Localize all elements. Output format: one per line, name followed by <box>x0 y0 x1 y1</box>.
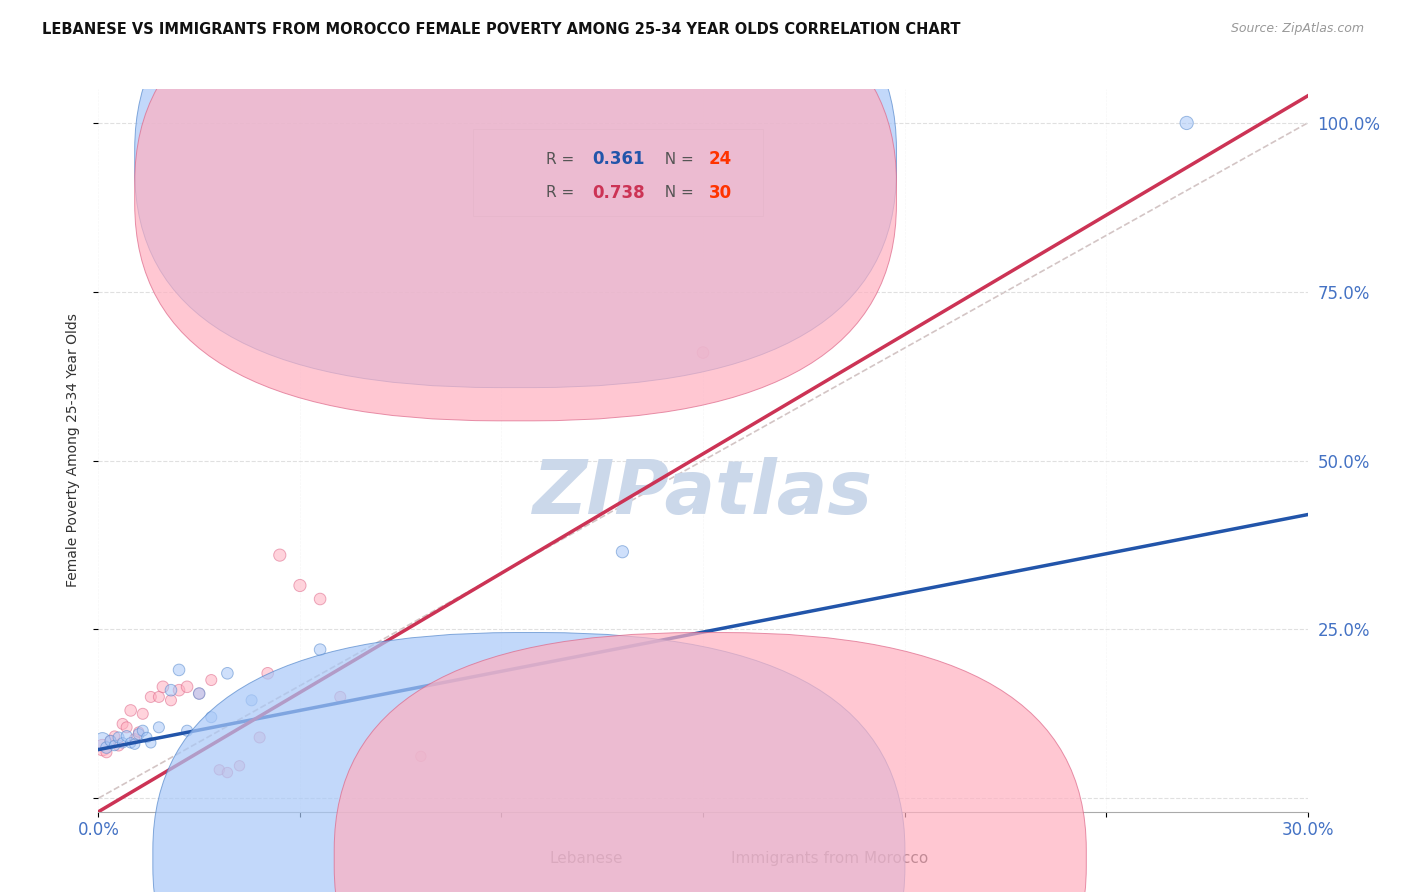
Point <box>188 687 211 701</box>
Text: N =: N = <box>655 152 699 167</box>
Point <box>120 736 142 750</box>
Point <box>160 683 183 698</box>
Point <box>132 723 155 738</box>
Point <box>200 710 222 724</box>
Point <box>176 680 198 694</box>
Point <box>124 731 146 746</box>
Text: N =: N = <box>655 185 699 200</box>
Point <box>217 765 239 780</box>
Text: 24: 24 <box>709 150 733 169</box>
Point <box>228 759 250 773</box>
Point <box>167 683 190 698</box>
Point <box>612 545 634 559</box>
Text: Lebanese: Lebanese <box>550 851 623 866</box>
FancyBboxPatch shape <box>135 0 897 421</box>
Text: R =: R = <box>546 152 579 167</box>
Point <box>132 706 155 721</box>
Point <box>269 548 291 562</box>
Point <box>200 673 222 687</box>
Point <box>115 729 138 743</box>
Point <box>176 723 198 738</box>
Point <box>107 731 129 745</box>
Point <box>139 690 162 704</box>
FancyBboxPatch shape <box>474 129 763 216</box>
Text: R =: R = <box>546 185 579 200</box>
Point <box>288 578 311 592</box>
Point <box>103 739 125 753</box>
Text: 0.361: 0.361 <box>592 150 644 169</box>
Point <box>103 729 125 743</box>
Point <box>240 693 263 707</box>
Point <box>167 663 190 677</box>
Point <box>91 734 114 748</box>
FancyBboxPatch shape <box>135 0 897 388</box>
Point <box>329 690 352 704</box>
Point <box>160 693 183 707</box>
Point <box>111 717 134 731</box>
Point <box>188 687 211 701</box>
Point <box>96 745 118 759</box>
Point <box>148 720 170 734</box>
Point <box>139 736 162 750</box>
Point <box>107 739 129 753</box>
Point <box>152 680 174 694</box>
Point <box>208 763 231 777</box>
Point <box>1175 116 1198 130</box>
Point <box>135 731 157 745</box>
Point <box>100 734 122 748</box>
Point <box>115 720 138 734</box>
FancyBboxPatch shape <box>335 632 1087 892</box>
Point <box>100 734 122 748</box>
Point <box>91 740 114 755</box>
Text: LEBANESE VS IMMIGRANTS FROM MOROCCO FEMALE POVERTY AMONG 25-34 YEAR OLDS CORRELA: LEBANESE VS IMMIGRANTS FROM MOROCCO FEMA… <box>42 22 960 37</box>
Point <box>111 736 134 750</box>
Point <box>256 666 278 681</box>
Point <box>309 592 332 607</box>
FancyBboxPatch shape <box>153 632 905 892</box>
Text: ZIPatlas: ZIPatlas <box>533 458 873 531</box>
Point <box>409 749 432 764</box>
Text: Immigrants from Morocco: Immigrants from Morocco <box>731 851 928 866</box>
Y-axis label: Female Poverty Among 25-34 Year Olds: Female Poverty Among 25-34 Year Olds <box>66 313 80 588</box>
Point <box>128 725 150 739</box>
Point <box>124 737 146 751</box>
Point <box>309 642 332 657</box>
Point <box>120 703 142 717</box>
Point <box>148 690 170 704</box>
Point <box>128 727 150 741</box>
Point <box>96 740 118 755</box>
Point <box>692 345 714 359</box>
Text: 0.738: 0.738 <box>592 184 644 202</box>
Point <box>217 666 239 681</box>
Point <box>249 731 271 745</box>
Text: Source: ZipAtlas.com: Source: ZipAtlas.com <box>1230 22 1364 36</box>
Text: 30: 30 <box>709 184 733 202</box>
